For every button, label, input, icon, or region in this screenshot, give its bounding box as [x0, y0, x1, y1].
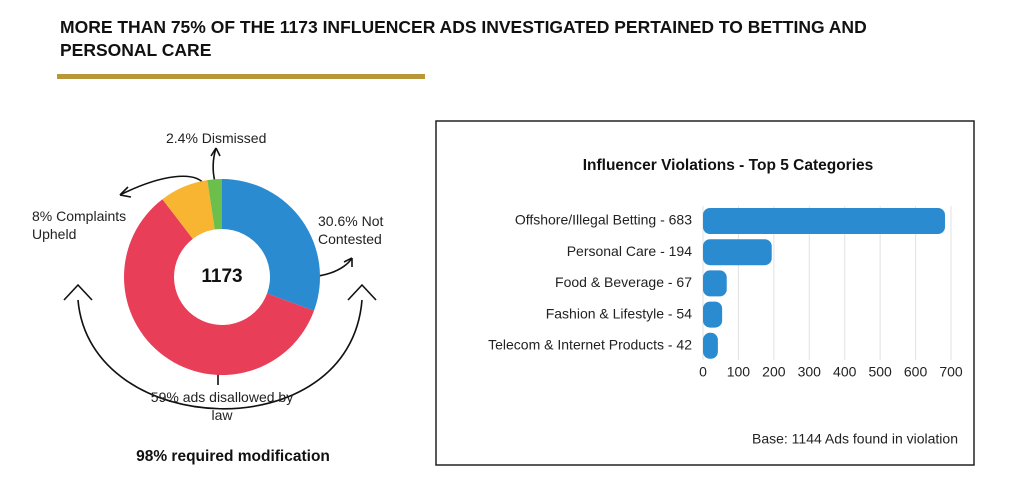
- x-tick-label: 500: [868, 364, 892, 380]
- x-tick-label: 100: [727, 364, 751, 380]
- y-tick-label: Personal Care - 194: [567, 243, 693, 259]
- donut-slice: [123, 199, 314, 375]
- x-tick-label: 0: [699, 364, 707, 380]
- y-tick-label: Fashion & Lifestyle - 54: [546, 305, 693, 321]
- x-tick-label: 700: [939, 364, 963, 380]
- center-label: 1173: [201, 266, 242, 287]
- page-title: MORE THAN 75% OF THE 1173 INFLUENCER ADS…: [60, 17, 867, 60]
- donut-slice: [207, 179, 222, 230]
- x-tick-label: 200: [762, 364, 786, 380]
- slice-label: 2.4% Dismissed: [166, 130, 267, 146]
- x-tick-label: 300: [798, 364, 822, 380]
- y-tick-label: Telecom & Internet Products - 42: [488, 337, 692, 353]
- y-tick-label: Food & Beverage - 67: [555, 274, 692, 290]
- note: Base: 1144 Ads found in violation: [752, 431, 958, 447]
- footer: 98% required modification: [136, 448, 330, 465]
- chart-title: Influencer Violations - Top 5 Categories: [583, 157, 874, 174]
- bar: [703, 332, 718, 359]
- title-rule: [57, 74, 425, 79]
- slice-label: 30.6% Not Contested: [318, 213, 384, 247]
- y-tick-label: Offshore/Illegal Betting - 683: [515, 212, 692, 228]
- bar: [703, 208, 945, 234]
- slice-label: 59% ads disallowed by law: [150, 389, 294, 423]
- bar: [703, 239, 772, 266]
- bar: [703, 301, 723, 328]
- donut-slice: [222, 179, 320, 311]
- bar: [703, 270, 727, 297]
- slice-label: 8% Complaints Upheld: [32, 208, 127, 242]
- x-tick-label: 400: [833, 364, 857, 380]
- donut-slice: [162, 180, 215, 239]
- x-tick-label: 600: [904, 364, 928, 380]
- bar-panel: [435, 120, 975, 466]
